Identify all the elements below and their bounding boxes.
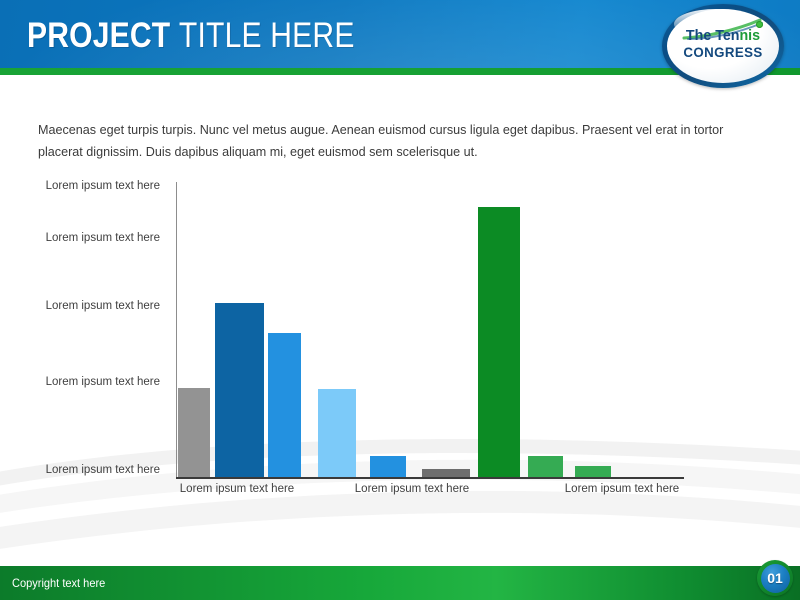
chart-bar bbox=[575, 466, 611, 478]
chart-x-axis-line bbox=[176, 477, 684, 479]
chart-bar bbox=[268, 333, 301, 478]
y-axis-tick-label: Lorem ipsum text here bbox=[45, 232, 160, 244]
header-green-stripe bbox=[0, 68, 800, 75]
logo-nis: nis bbox=[739, 27, 761, 44]
logo-line-1: The Tennis bbox=[665, 28, 781, 43]
x-axis-category-label: Lorem ipsum text here bbox=[564, 483, 680, 495]
y-axis-tick-label: Lorem ipsum text here bbox=[45, 180, 160, 192]
chart-plot-area bbox=[176, 182, 686, 478]
copyright-text: Copyright text here bbox=[12, 576, 106, 590]
x-axis-category-label: Lorem ipsum text here bbox=[354, 483, 470, 495]
tennis-swoosh-icon bbox=[682, 18, 763, 40]
chart-bar bbox=[422, 469, 470, 478]
body-paragraph: Maecenas eget turpis turpis. Nunc vel me… bbox=[38, 123, 724, 159]
chart-y-axis-line bbox=[176, 182, 177, 478]
chart-x-axis-labels: Lorem ipsum text here Lorem ipsum text h… bbox=[0, 482, 800, 506]
y-axis-tick-label: Lorem ipsum text here bbox=[45, 376, 160, 388]
page-badge-inner bbox=[760, 563, 790, 593]
chart-bar bbox=[318, 389, 356, 478]
logo-line-2: CONGRESS bbox=[683, 44, 763, 60]
logo-text: The Tennis CONGRESS bbox=[662, 4, 784, 88]
page-number-text: 01 bbox=[767, 570, 783, 586]
y-axis-tick-label: Lorem ipsum text here bbox=[45, 464, 160, 476]
chart-bar bbox=[215, 303, 264, 478]
slide-footer: Copyright text here bbox=[0, 566, 800, 600]
chart-bar bbox=[370, 456, 406, 478]
logo-the-ten: The Ten bbox=[685, 27, 740, 44]
chart-bar bbox=[178, 388, 210, 478]
bar-chart: Lorem ipsum text here Lorem ipsum text h… bbox=[0, 170, 800, 520]
tennis-ball-icon bbox=[756, 21, 763, 28]
chart-bar bbox=[528, 456, 563, 478]
y-axis-tick-label: Lorem ipsum text here bbox=[45, 300, 160, 312]
page-title-bold: PROJECT bbox=[27, 16, 171, 55]
chart-bar bbox=[478, 207, 520, 478]
page-title-light: TITLE HERE bbox=[178, 16, 355, 55]
page-title: PROJECT TITLE HERE bbox=[27, 16, 355, 56]
the-tennis-congress-logo: The Tennis CONGRESS bbox=[662, 4, 784, 88]
chart-y-axis-labels: Lorem ipsum text here Lorem ipsum text h… bbox=[0, 170, 160, 480]
x-axis-category-label: Lorem ipsum text here bbox=[179, 483, 295, 495]
page-number-badge: 01 bbox=[757, 560, 793, 596]
